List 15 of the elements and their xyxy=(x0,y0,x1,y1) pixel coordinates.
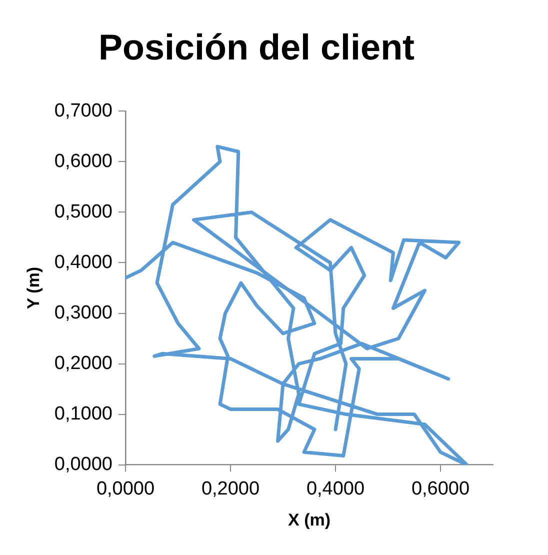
y-tick-label: 0,2000 xyxy=(54,353,113,374)
y-tick-label: 0,3000 xyxy=(54,302,113,324)
y-tick-label: 0,5000 xyxy=(54,201,113,222)
y-tick-label: 0,1000 xyxy=(54,404,113,425)
x-tick-label: 0,6000 xyxy=(411,478,470,500)
y-tick-label: 0,7000 xyxy=(54,100,113,122)
x-axis-title: X (m) xyxy=(288,510,331,530)
y-tick-label: 0,4000 xyxy=(54,252,113,273)
chart-title: Posición del client xyxy=(98,26,415,68)
x-tick-label: 0,0000 xyxy=(96,478,155,500)
x-tick-label: 0,2000 xyxy=(201,478,260,500)
y-axis-title: Y (m) xyxy=(24,266,43,310)
y-tick-label: 0,0000 xyxy=(54,454,113,476)
x-tick-label: 0,4000 xyxy=(306,478,365,500)
y-tick-label: 0,6000 xyxy=(54,150,113,172)
